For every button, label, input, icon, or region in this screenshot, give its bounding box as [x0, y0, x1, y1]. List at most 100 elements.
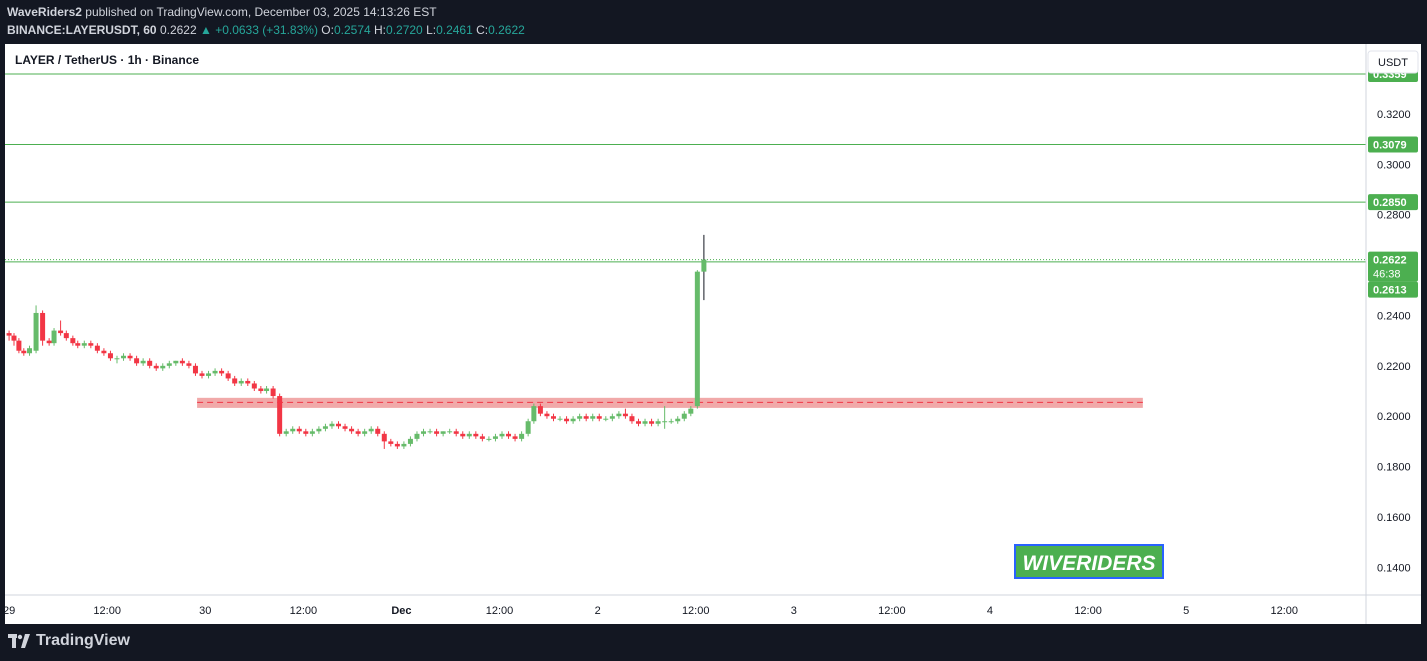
price-chart[interactable]: 0.34000.32000.30000.28000.26000.24000.22…: [5, 44, 1421, 624]
open-label: O:: [321, 23, 334, 37]
publish-info: WaveRiders2 published on TradingView.com…: [7, 5, 437, 19]
candle: [303, 428, 309, 437]
time-tick-label: 4: [987, 605, 993, 617]
candle-body: [557, 418, 563, 420]
candle: [434, 428, 440, 437]
watermark-badge: WIVERIDERS: [1014, 544, 1164, 579]
candle: [179, 358, 185, 366]
price-tick-label: 0.2400: [1377, 310, 1411, 322]
candle: [453, 428, 459, 437]
candle-body: [440, 431, 446, 434]
candle: [603, 416, 609, 422]
candle: [519, 431, 525, 442]
published-text: published on TradingView.com, December 0…: [85, 5, 437, 19]
candle: [537, 403, 543, 417]
candle-body: [466, 433, 472, 437]
candle-body: [27, 348, 33, 354]
countdown-text: 46:38: [1373, 269, 1401, 281]
high-value: 0.2720: [386, 23, 423, 37]
candle-body: [88, 343, 94, 346]
candle: [316, 426, 322, 434]
candle-body: [277, 396, 283, 434]
candle: [336, 421, 342, 429]
chart-background: [5, 44, 1421, 624]
candle: [629, 413, 635, 424]
low-value: 0.2461: [436, 23, 473, 37]
candle: [114, 355, 120, 364]
candle-body: [147, 360, 153, 366]
candle-body: [609, 416, 615, 419]
candle-body: [219, 370, 225, 374]
candle: [342, 423, 348, 432]
candle: [368, 426, 374, 434]
candle: [362, 428, 368, 437]
candle-body: [603, 418, 609, 420]
candle: [147, 358, 153, 369]
candle: [63, 330, 69, 341]
candle: [557, 416, 563, 422]
currency-button[interactable]: [1367, 50, 1419, 74]
candle: [264, 385, 270, 394]
candle-body: [519, 433, 525, 439]
time-tick-label: 12:00: [1074, 605, 1102, 617]
candle: [349, 426, 355, 434]
tradingview-logo[interactable]: TradingView: [8, 632, 130, 650]
candle: [127, 353, 133, 361]
candle-body: [622, 413, 628, 417]
candle-body: [564, 418, 570, 422]
candle: [192, 363, 198, 376]
price-tick-label: 0.3000: [1377, 159, 1411, 171]
candle: [642, 418, 648, 427]
time-axis[interactable]: 29 12:00 30 12:00 Dec 12:00 2 12:00 3 12:00 4 12:00…: [5, 605, 1298, 617]
publish-header: WaveRiders2 published on TradingView.com…: [0, 0, 1427, 44]
candle-body: [649, 421, 655, 424]
low-label: L:: [426, 23, 437, 37]
candle: [322, 423, 328, 432]
candle-body: [199, 373, 205, 376]
footer-bar: TradingView: [0, 624, 1427, 661]
candle: [544, 411, 550, 419]
candle: [245, 378, 251, 386]
candle: [622, 408, 628, 419]
candle-body: [127, 355, 133, 359]
candle: [550, 413, 556, 422]
candle-body: [421, 431, 427, 434]
time-tick-label: 12:00: [290, 605, 318, 617]
time-tick-label: 3: [791, 605, 797, 617]
candle: [649, 418, 655, 427]
candle-body: [342, 426, 348, 429]
candle-body: [668, 421, 674, 423]
candle: [499, 431, 505, 439]
candle-body: [309, 431, 315, 434]
candle: [212, 368, 218, 376]
candle: [506, 431, 512, 439]
candle: [21, 348, 27, 356]
candle-body: [51, 330, 57, 344]
candle-body: [40, 312, 46, 341]
candle: [70, 335, 76, 346]
candle: [421, 428, 427, 437]
candle-body: [290, 428, 296, 432]
candle-body: [264, 388, 270, 392]
candle: [668, 418, 674, 424]
candle: [290, 426, 296, 434]
candle-body: [179, 360, 185, 364]
candle: [570, 416, 576, 424]
candle: [27, 345, 33, 356]
chart-frame[interactable]: 0.34000.32000.30000.28000.26000.24000.22…: [5, 44, 1421, 624]
candle: [134, 355, 140, 366]
candle-body: [544, 413, 550, 417]
candles: [6, 234, 707, 449]
candle: [160, 363, 166, 371]
candle-body: [94, 345, 100, 351]
price-change: ▲ +0.0633 (+31.83%): [199, 23, 318, 37]
support-zone-box: [197, 397, 1143, 408]
symbol-label: BINANCE:LAYERUSDT, 60: [7, 23, 157, 37]
publisher-name[interactable]: WaveRiders2: [7, 5, 82, 19]
candle-body: [655, 421, 661, 424]
time-tick-label: 2: [595, 605, 601, 617]
candle-body: [407, 438, 413, 444]
last-price-badge: 0.2622 46:38: [1368, 251, 1418, 282]
candle-body: [531, 406, 537, 422]
candle: [427, 428, 433, 434]
